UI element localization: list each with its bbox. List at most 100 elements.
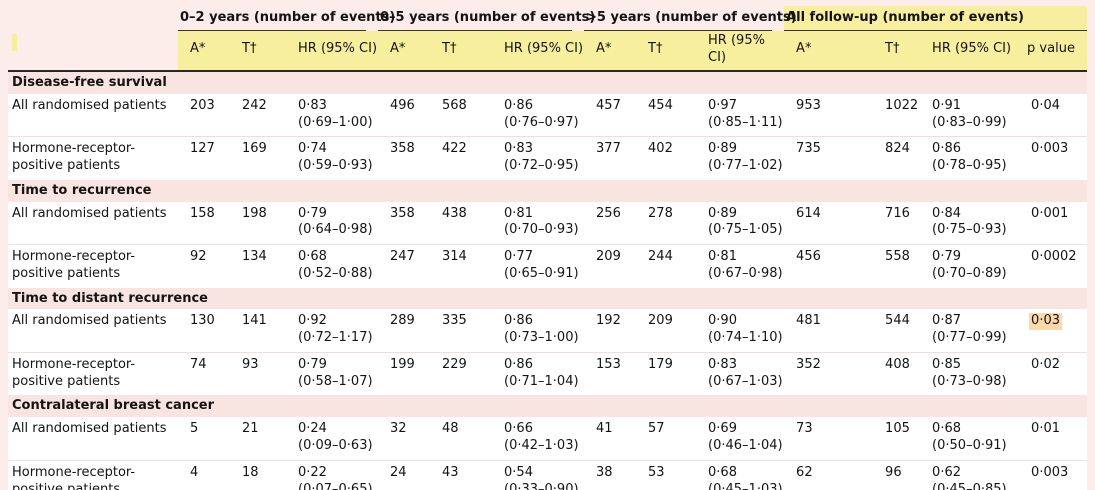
cell-a: 32: [378, 417, 431, 461]
section-title: Time to distant recurrence: [8, 287, 1088, 310]
hr-value: 0·77: [504, 249, 533, 265]
group-label: All follow-up (number of events): [786, 10, 1024, 26]
cell-a: 158: [178, 201, 230, 245]
cell-pvalue: 0·0002: [1015, 244, 1088, 288]
cell-t: 21: [230, 417, 286, 461]
hr-ci: (0·75–1·05): [708, 222, 783, 238]
cell-hr: 0·86 (0·76–0·97): [492, 93, 585, 137]
cell-a: 203: [178, 93, 230, 137]
hr-value: 0·79: [298, 205, 327, 221]
table-row: Hormone-receptor-positive patients 92 13…: [8, 244, 1088, 288]
cell-t: 244: [636, 244, 697, 288]
cell-pvalue: 0·003: [1015, 459, 1088, 490]
cell-a: 953: [784, 93, 874, 137]
hr-ci: (0·72–1·17): [298, 330, 373, 346]
cell-hr: 0·85 (0·73–0·98): [920, 351, 1016, 396]
hr-value: 0·84: [932, 205, 961, 221]
cell-a: 192: [584, 309, 637, 353]
cell-t: 422: [430, 136, 493, 180]
table-row: All randomised patients 5 21 0·24 (0·09–0…: [8, 417, 1088, 461]
cell-hr: 0·92 (0·72–1·17): [286, 309, 379, 353]
hr-ci: (0·70–0·93): [504, 222, 579, 238]
cell-pvalue: 0·03: [1015, 309, 1088, 353]
cell-t: 209: [636, 309, 697, 353]
hr-ci: (0·50–0·91): [932, 438, 1007, 454]
cell-a: 614: [784, 201, 874, 245]
cell-t: 96: [873, 459, 921, 490]
hr-ci: (0·72–0·95): [504, 158, 579, 174]
cell-t: 57: [636, 417, 697, 461]
p-value-highlighted: 0·03: [1029, 313, 1062, 331]
hr-ci: (0·59–0·93): [298, 158, 373, 174]
cell-a: 73: [784, 417, 874, 461]
table-row: All randomised patients 158 198 0·79 (0·6…: [8, 201, 1088, 245]
p-value: 0·003: [1031, 464, 1069, 480]
cell-t: 43: [430, 459, 493, 490]
table-row: All randomised patients 130 141 0·92 (0·7…: [8, 309, 1088, 353]
group-header-all-follow-up: All follow-up (number of events): [784, 6, 1024, 31]
hr-value: 0·68: [708, 464, 737, 480]
hr-ci: (0·83–0·99): [932, 114, 1007, 130]
table-row: Hormone-receptor-positive patients 127 1…: [8, 136, 1088, 180]
row-label: Hormone-receptor-positive patients: [8, 136, 178, 180]
cell-a: 377: [584, 136, 637, 180]
row-label: Hormone-receptor-positive patients: [8, 244, 178, 288]
cell-t: 198: [230, 201, 286, 245]
cell-a: 209: [584, 244, 637, 288]
cell-a: 358: [378, 136, 431, 180]
cell-hr: 0·69 (0·46–1·04): [696, 417, 785, 461]
cell-hr: 0·79 (0·58–1·07): [286, 351, 379, 396]
group-header-pvalue-spacer: [1015, 6, 1088, 31]
cell-t: 314: [430, 244, 493, 288]
cell-a: 256: [584, 201, 637, 245]
cell-t: 179: [636, 351, 697, 396]
section-header-time-to-distant-recurrence: Time to distant recurrence: [8, 287, 1088, 310]
cell-hr: 0·81 (0·67–0·98): [696, 244, 785, 288]
hr-value: 0·89: [708, 205, 737, 221]
cell-t: 716: [873, 201, 921, 245]
section-title: Disease-free survival: [8, 70, 1088, 94]
hr-value: 0·66: [504, 421, 533, 437]
cell-pvalue: 0·01: [1015, 417, 1088, 461]
cell-t: 568: [430, 93, 493, 137]
cell-hr: 0·77 (0·65–0·91): [492, 244, 585, 288]
hr-value: 0·79: [932, 249, 961, 265]
cell-hr: 0·89 (0·77–1·02): [696, 136, 785, 180]
section-title: Contralateral breast cancer: [8, 395, 1088, 418]
cell-a: 481: [784, 309, 874, 353]
hr-value: 0·85: [932, 356, 961, 372]
cell-a: 41: [584, 417, 637, 461]
hr-ci: (0·46–1·04): [708, 438, 783, 454]
hr-ci: (0·09–0·63): [298, 438, 373, 454]
cell-pvalue: 0·04: [1015, 93, 1088, 137]
col-header-hr: HR (95% CI): [492, 31, 585, 72]
hr-ci: (0·33–0·90): [504, 481, 579, 490]
hr-ci: (0·75–0·93): [932, 222, 1007, 238]
cell-hr: 0·81 (0·70–0·93): [492, 201, 585, 245]
p-value: 0·02: [1031, 356, 1060, 372]
cell-t: 141: [230, 309, 286, 353]
hr-ci: (0·69–1·00): [298, 114, 373, 130]
cell-hr: 0·83 (0·72–0·95): [492, 136, 585, 180]
col-header-hr: HR (95% CI): [286, 31, 379, 72]
cell-hr: 0·68 (0·45–1·03): [696, 459, 785, 490]
cell-a: 24: [378, 459, 431, 490]
cell-t: 229: [430, 351, 493, 396]
hr-value: 0·81: [504, 205, 533, 221]
cell-hr: 0·87 (0·77–0·99): [920, 309, 1016, 353]
hr-ci: (0·52–0·88): [298, 265, 373, 281]
sub-header-label-cell: [8, 31, 178, 72]
cell-t: 824: [873, 136, 921, 180]
table-row: Hormone-receptor-positive patients 74 93…: [8, 351, 1088, 396]
table-row: Hormone-receptor-positive patients 4 18 …: [8, 459, 1088, 490]
hr-ci: (0·71–1·04): [504, 373, 579, 389]
group-label: 0–2 years (number of events): [180, 10, 396, 26]
hr-ci: (0·45–0·85): [932, 481, 1007, 490]
cell-hr: 0·86 (0·71–1·04): [492, 351, 585, 396]
p-value: 0·003: [1031, 141, 1069, 157]
cell-a: 153: [584, 351, 637, 396]
hr-ci: (0·42–1·03): [504, 438, 579, 454]
cell-t: 408: [873, 351, 921, 396]
cell-a: 127: [178, 136, 230, 180]
group-header-0-2-years: 0–2 years (number of events): [178, 6, 395, 31]
